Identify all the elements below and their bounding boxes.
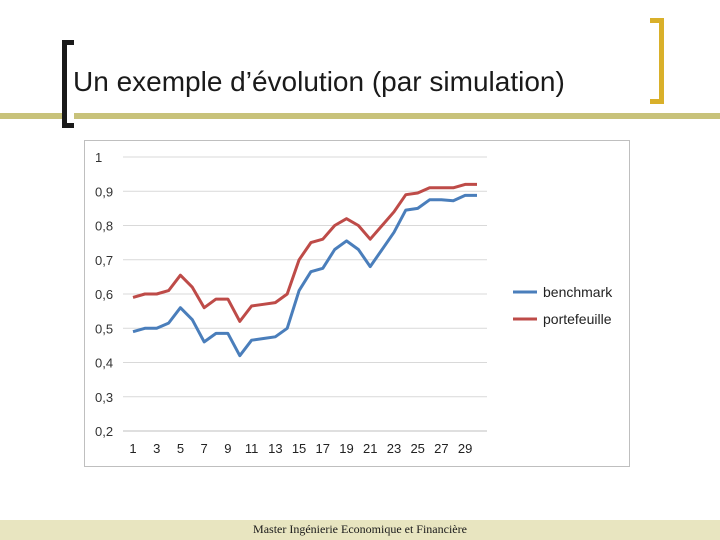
- x-tick-label: 21: [363, 441, 377, 456]
- y-tick-label: 0,6: [95, 287, 113, 302]
- x-tick-label: 9: [224, 441, 231, 456]
- x-tick-label: 27: [434, 441, 448, 456]
- series-line-portefeuille: [132, 182, 477, 323]
- y-tick-label: 0,3: [95, 390, 113, 405]
- y-tick-label: 0,9: [95, 184, 113, 199]
- top-decor-band-left: [0, 113, 62, 119]
- legend-label-benchmark: benchmark: [543, 284, 613, 300]
- line-chart: 0,20,30,40,50,60,70,80,911 3 5 7 9 11 13 15 17 19…: [95, 150, 613, 456]
- series-line-benchmark: [132, 193, 477, 358]
- x-tick-label: 3: [153, 441, 160, 456]
- left-bracket-decoration: [62, 40, 74, 128]
- y-tick-label: 0,5: [95, 321, 113, 336]
- y-tick-label: 1: [95, 150, 102, 165]
- chart-frame: 0,2 0,3 0,4 0,5 0,6 0,7 0,8 0,9 1 1 3 5 7 9 11 13 15 17 19…: [84, 140, 630, 467]
- x-tick-label: 19: [339, 441, 353, 456]
- x-tick-label: 7: [201, 441, 208, 456]
- x-tick-label: 23: [387, 441, 401, 456]
- top-decor-band-right: [74, 113, 720, 119]
- x-tick-label: 13: [268, 441, 282, 456]
- footer-text: Master Ingénierie Economique et Financiè…: [253, 522, 467, 536]
- x-tick-label: 1: [129, 441, 136, 456]
- x-tick-label: 11: [245, 441, 259, 456]
- y-tick-label: 0,8: [95, 219, 113, 234]
- y-tick-label: 0,7: [95, 253, 113, 268]
- x-tick-label: 15: [292, 441, 306, 456]
- y-tick-label: 0,2: [95, 424, 113, 439]
- slide-title: Un exemple d’évolution (par simulation): [73, 66, 565, 97]
- x-tick-label: 29: [458, 441, 472, 456]
- x-tick-label: 25: [410, 441, 424, 456]
- y-tick-label: 0,4: [95, 356, 113, 371]
- right-bracket-decoration: [650, 18, 664, 104]
- x-tick-label: 5: [177, 441, 184, 456]
- footer-band: Master Ingénierie Economique et Financiè…: [0, 520, 720, 540]
- legend-label-portefeuille: portefeuille: [543, 311, 612, 327]
- x-tick-label: 17: [316, 441, 330, 456]
